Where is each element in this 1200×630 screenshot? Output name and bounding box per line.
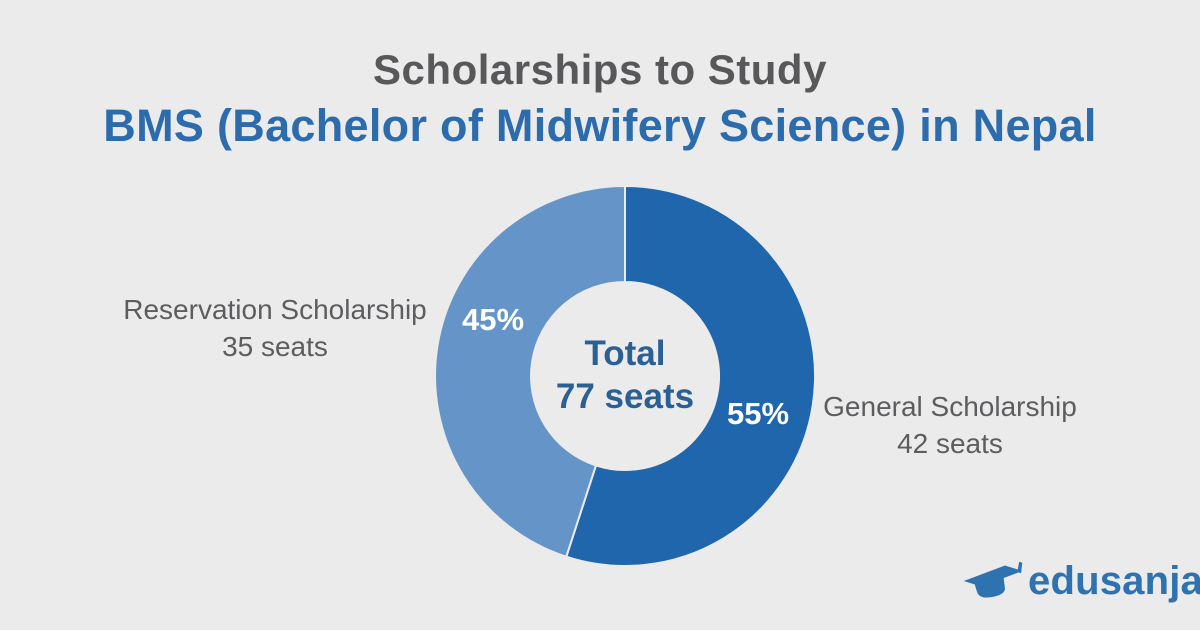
reservation-scholarship-seats: 35 seats (222, 331, 328, 362)
general-scholarship-label: General Scholarship 42 seats (780, 388, 1120, 462)
total-seats-value: 77 seats (555, 377, 695, 416)
brand-name: edusanjal (1028, 558, 1200, 603)
general-scholarship-seats: 42 seats (897, 428, 1003, 459)
page-title: Scholarships to Study (373, 46, 827, 93)
donut-center-total: Total 77 seats (525, 332, 725, 418)
donut-chart (434, 184, 816, 567)
reservation-scholarship-name: Reservation Scholarship (123, 294, 427, 325)
general-percent-label: 55% (726, 396, 790, 431)
reservation-percent-label: 45% (461, 302, 525, 337)
graduation-cap-icon (963, 561, 1023, 598)
reservation-scholarship-label: Reservation Scholarship 35 seats (105, 291, 445, 365)
edusanjal-logo: edusanjal (962, 556, 1200, 606)
page-subtitle: BMS (Bachelor of Midwifery Science) in N… (103, 100, 1097, 151)
general-scholarship-name: General Scholarship (823, 391, 1077, 422)
total-label: Total (584, 334, 666, 373)
slice-reservation-scholarship (434, 184, 626, 558)
slice-general-scholarship (565, 184, 816, 567)
